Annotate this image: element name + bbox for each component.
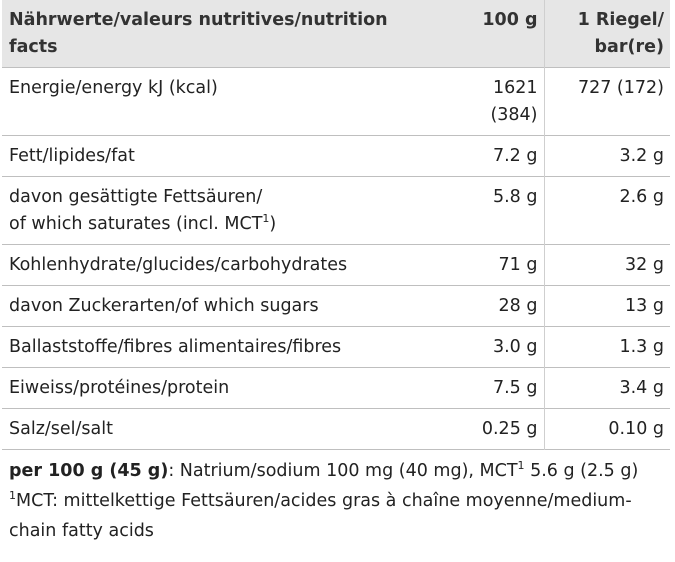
row-value-bar: 3.4 g	[619, 378, 664, 398]
header-per-100g: 100 g	[437, 0, 545, 68]
table-row: Salz/sel/salt 0.25 g 0.10 g	[2, 408, 670, 450]
header-per-bar-line1: 1 Riegel/	[577, 10, 664, 30]
footnote-note-text2: chain fatty acids	[9, 521, 154, 541]
row-value-100g: 7.2 g	[437, 135, 545, 177]
row-value-bar: 2.6 g	[619, 187, 664, 207]
table-row: Energie/energy kJ (kcal) 1621 (384) 727 …	[2, 67, 670, 136]
row-value-100g: 5.8 g	[437, 176, 545, 245]
row-label: Eiweiss/protéines/protein	[9, 378, 230, 398]
row-value-100g: 71 g	[437, 244, 545, 286]
footnote-marker: 1	[517, 459, 525, 472]
value-line1: 1621	[492, 78, 538, 98]
row-value-bar: 32 g	[625, 255, 664, 275]
footnote-text-b: 5.6 g (2.5 g)	[524, 461, 639, 481]
row-value-100g: 28 g	[437, 285, 545, 327]
label-suffix: )	[269, 214, 277, 234]
label-line2: of which saturates (incl. MCT	[9, 214, 263, 234]
row-value-bar: 13 g	[625, 296, 664, 316]
nutrition-panel: Nährwerte/valeurs nutritives/nutrition f…	[2, 0, 672, 546]
row-label: Fett/lipides/fat	[9, 146, 135, 166]
row-label: davon gesättigte Fettsäuren/ of which sa…	[2, 177, 437, 245]
table-header-row: Nährwerte/valeurs nutritives/nutrition f…	[2, 0, 670, 68]
row-value-100g: 1621 (384)	[437, 67, 545, 136]
label-line1: davon gesättigte Fettsäuren/	[9, 187, 263, 207]
row-label: Energie/energy kJ (kcal)	[9, 78, 218, 98]
nutrition-table: Nährwerte/valeurs nutritives/nutrition f…	[2, 0, 670, 450]
footnote: per 100 g (45 g): Natrium/sodium 100 mg …	[2, 450, 672, 546]
footnote-note-marker: 1	[9, 489, 16, 502]
footnote-text-a: : Natrium/sodium 100 mg (40 mg), MCT	[168, 461, 518, 481]
value-line2: (384)	[490, 105, 538, 125]
table-row: Fett/lipides/fat 7.2 g 3.2 g	[2, 135, 670, 177]
header-label: Nährwerte/valeurs nutritives/nutrition f…	[9, 10, 388, 57]
header-per-bar: 1 Riegel/ bar(re)	[544, 0, 670, 68]
row-label: davon Zuckerarten/of which sugars	[9, 296, 319, 316]
table-row: Ballaststoffe/fibres alimentaires/fibres…	[2, 326, 670, 368]
table-row: davon Zuckerarten/of which sugars 28 g 1…	[2, 285, 670, 327]
row-label: Salz/sel/salt	[9, 419, 113, 439]
table-row: Kohlenhydrate/glucides/carbohydrates 71 …	[2, 244, 670, 286]
footnote-note-text: MCT: mittelkettige Fettsäuren/acides gra…	[16, 491, 632, 511]
row-value-bar: 1.3 g	[619, 337, 664, 357]
footnote-bold: per 100 g (45 g)	[9, 461, 169, 481]
table-row: Eiweiss/protéines/protein 7.5 g 3.4 g	[2, 367, 670, 409]
row-value-bar: 0.10 g	[608, 419, 664, 439]
row-label: Ballaststoffe/fibres alimentaires/fibres	[9, 337, 342, 357]
table-row: davon gesättigte Fettsäuren/ of which sa…	[2, 176, 670, 245]
footnote-marker: 1	[262, 212, 270, 225]
header-per-bar-line2: bar(re)	[594, 37, 664, 57]
row-label: Kohlenhydrate/glucides/carbohydrates	[9, 255, 348, 275]
row-value-bar: 3.2 g	[619, 146, 664, 166]
row-value-bar: 727 (172)	[577, 78, 664, 98]
row-value-100g: 7.5 g	[437, 367, 545, 409]
row-value-100g: 3.0 g	[437, 326, 545, 368]
row-value-100g: 0.25 g	[437, 408, 545, 450]
